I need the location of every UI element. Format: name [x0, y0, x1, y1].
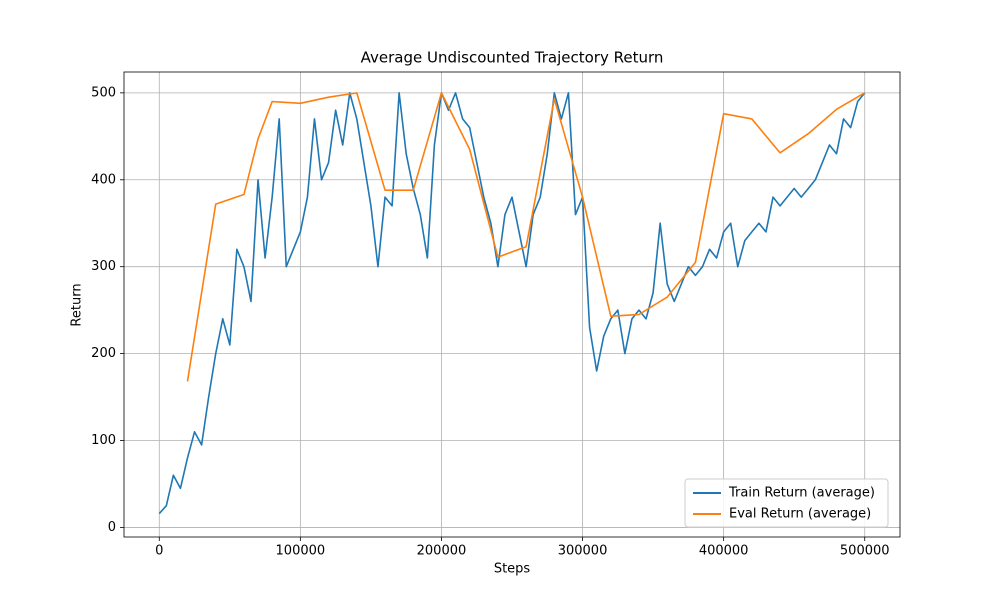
x-tick-label: 200000	[417, 544, 467, 559]
legend-label: Eval Return (average)	[729, 507, 871, 522]
data-line	[186, 92, 866, 382]
legend: Train Return (average) Eval Return (avera…	[684, 478, 889, 528]
x-axis-label: Steps	[494, 562, 531, 577]
data-line	[158, 92, 866, 515]
y-tick-label: 300	[91, 259, 116, 274]
x-tick-label: 500000	[840, 544, 890, 559]
x-tick-label: 300000	[558, 544, 608, 559]
legend-box	[684, 478, 889, 528]
y-tick-label: 500	[91, 85, 116, 100]
legend-label: Train Return (average)	[728, 486, 875, 501]
y-tick-label: 400	[91, 172, 116, 187]
y-tick-label: 0	[108, 520, 116, 535]
x-tick-label: 0	[155, 544, 163, 559]
y-tick-label: 100	[91, 433, 116, 448]
y-tick-label: 200	[91, 346, 116, 361]
x-tick-label: 400000	[699, 544, 749, 559]
plot-frame	[123, 71, 901, 538]
chart-title: Average Undiscounted Trajectory Return	[361, 49, 664, 67]
y-axis-label: Return	[70, 283, 85, 326]
x-tick-label: 100000	[276, 544, 326, 559]
